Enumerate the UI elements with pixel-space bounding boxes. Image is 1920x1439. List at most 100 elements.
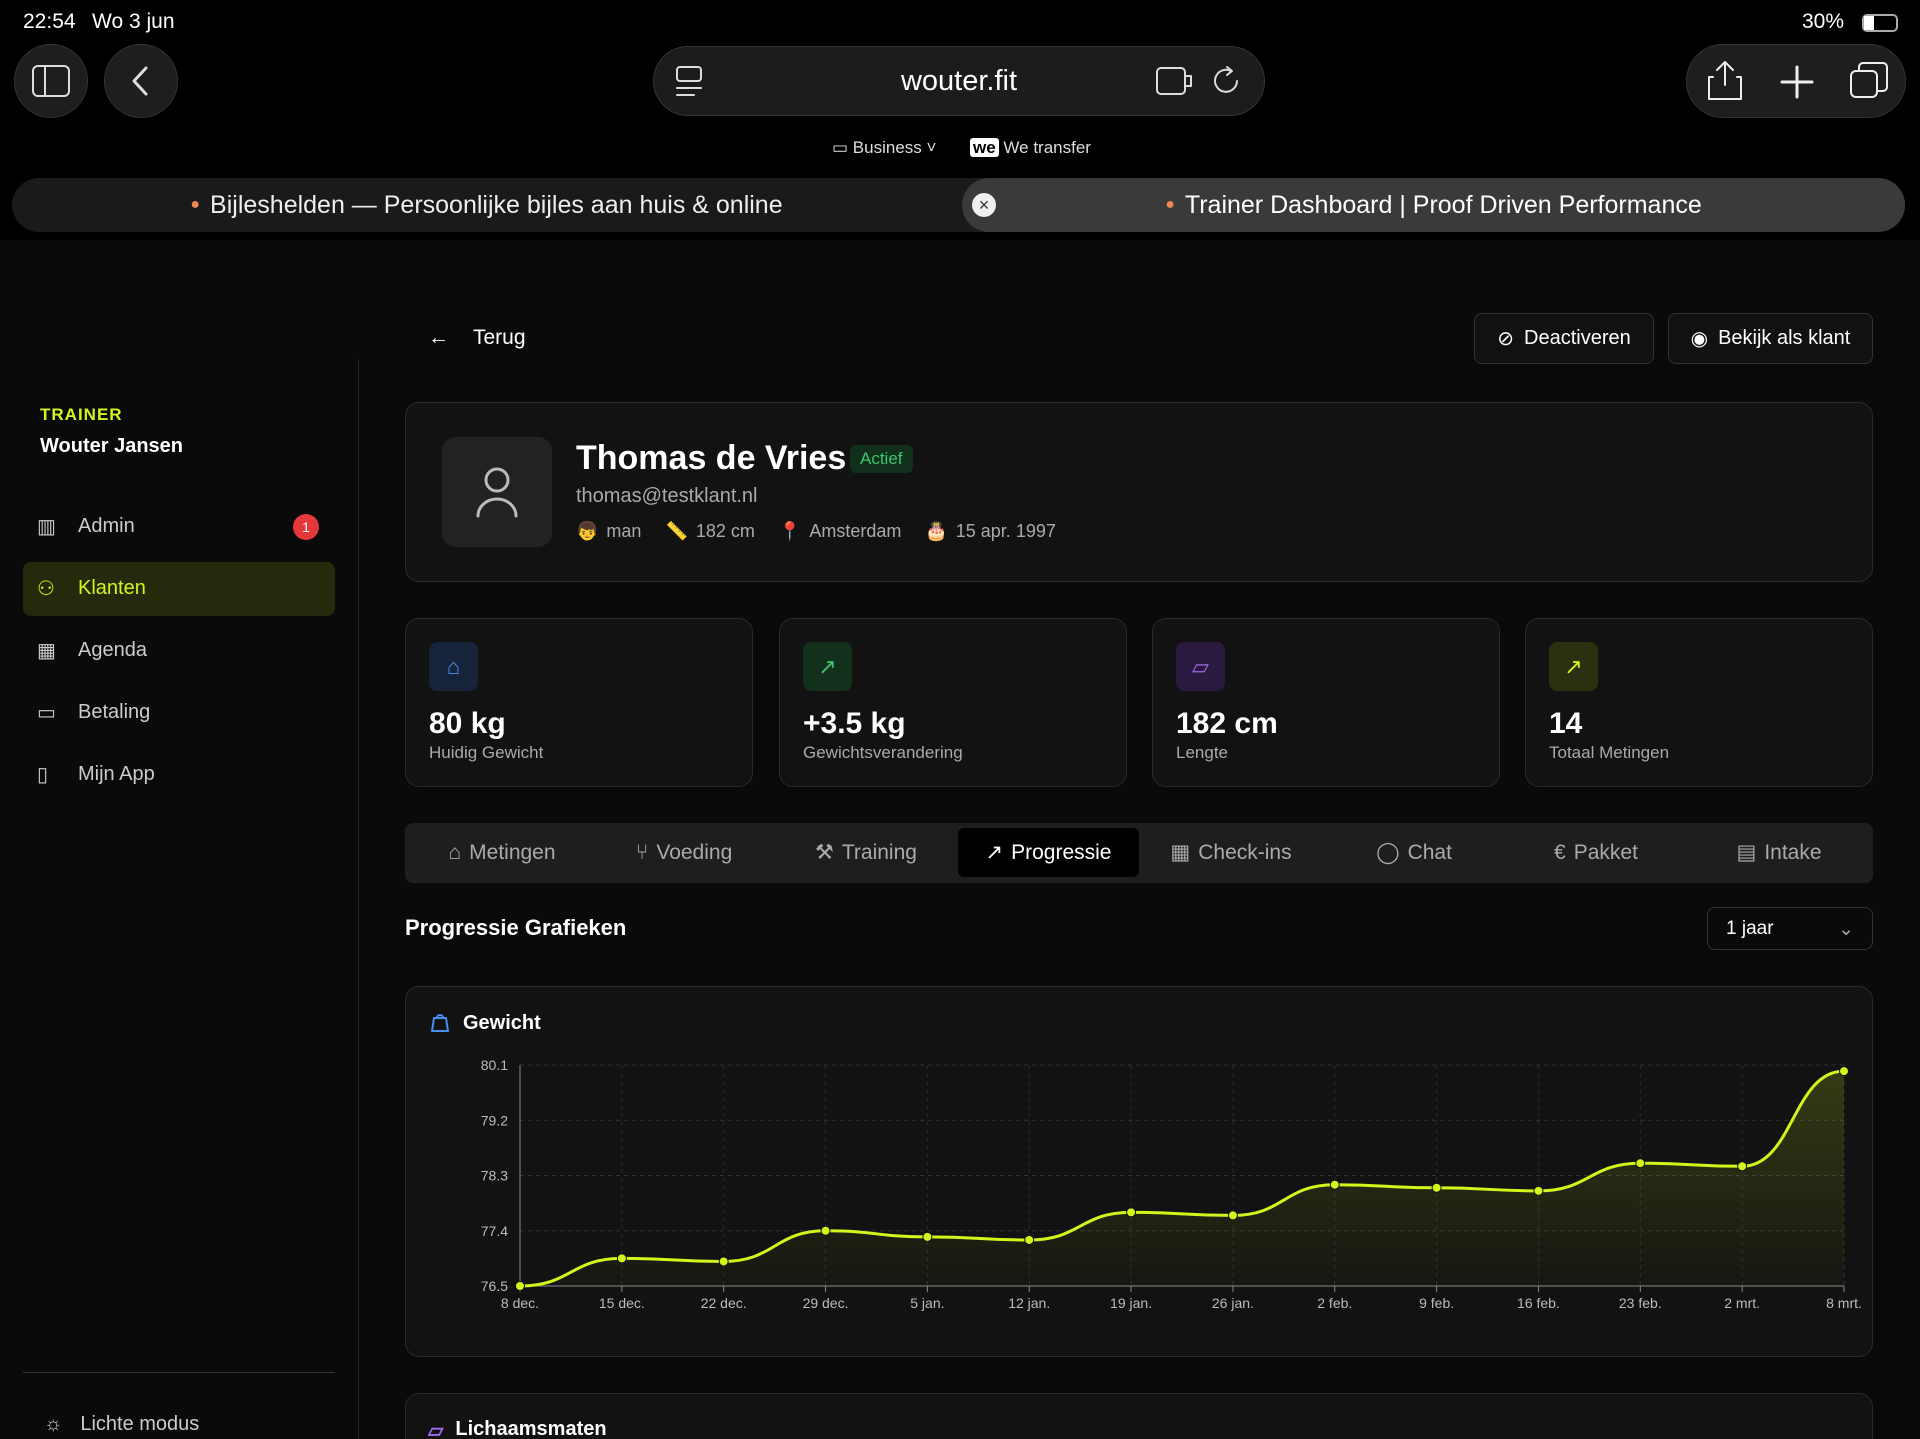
stat-label: Huidig Gewicht	[429, 743, 544, 762]
period-select[interactable]: 1 jaar ⌄	[1707, 907, 1873, 950]
deactivate-button[interactable]: ⊘ Deactiveren	[1474, 313, 1654, 364]
y-tick-label: 79.2	[481, 1112, 508, 1128]
point	[1329, 1179, 1340, 1190]
tab[interactable]: ⚒ Training	[771, 828, 961, 877]
x-tick-label: 8 dec.	[501, 1295, 539, 1311]
nav-icon: ▥	[37, 516, 56, 538]
client-email: thomas@testklant.nl	[576, 485, 758, 507]
stat-icon: ⌂	[429, 642, 478, 691]
point	[1737, 1161, 1748, 1172]
tab[interactable]: ⌂ Metingen	[407, 828, 597, 877]
tab-label: Chat	[1407, 840, 1452, 864]
nav-item[interactable]: ⚇ Klanten	[23, 562, 335, 616]
nav-item[interactable]: ▯ Mijn App	[23, 748, 335, 802]
stat-icon: ▱	[1176, 642, 1225, 691]
stat-value: 14	[1549, 707, 1583, 740]
tab-icon: ⌂	[448, 840, 462, 864]
stat-label: Totaal Metingen	[1549, 743, 1670, 762]
tab[interactable]: € Pakket	[1501, 828, 1691, 877]
battery-level: 30%	[1802, 10, 1845, 33]
browser-tab[interactable]: ● Bijleshelden — Persoonlijke bijles aan …	[190, 190, 783, 219]
detail-text: 182 cm	[695, 521, 755, 541]
point	[515, 1281, 525, 1291]
tab[interactable]: ↗ Progressie	[958, 828, 1139, 877]
x-tick-label: 2 feb.	[1317, 1295, 1352, 1311]
sidebar-toggle[interactable]	[14, 44, 88, 118]
stat-label: Gewichtsverandering	[803, 743, 963, 762]
detail-text: 15 apr. 1997	[955, 521, 1056, 541]
detail: 📍 Amsterdam	[779, 521, 901, 542]
client-details: 👦 man 📏 182 cm 📍 Amsterdam 🎂 15 apr. 1997	[576, 521, 1056, 542]
x-tick-label: 23 feb.	[1619, 1295, 1662, 1311]
tab-label: Metingen	[469, 840, 556, 864]
theme-toggle[interactable]: ☼ Lichte modus	[44, 1413, 200, 1435]
nav-item[interactable]: ▥ Admin 1	[23, 500, 335, 554]
status-time: 22:54	[23, 10, 76, 33]
x-tick-label: 9 feb.	[1419, 1295, 1454, 1311]
chart-title: Gewicht	[463, 1012, 541, 1034]
nav-icon: ▯	[37, 764, 49, 786]
stat-value: 182 cm	[1176, 707, 1278, 740]
back-button[interactable]	[104, 44, 178, 118]
nav-icon: ▦	[37, 640, 56, 662]
section-label: Lichaamsmaten	[455, 1418, 607, 1439]
y-tick-label: 80.1	[481, 1057, 508, 1073]
x-tick-label: 16 feb.	[1517, 1295, 1560, 1311]
tab[interactable]: ▤ Intake	[1684, 828, 1874, 877]
nav-item[interactable]: ▦ Agenda	[23, 624, 335, 678]
chart-icon	[431, 1014, 449, 1032]
view-as-client-button[interactable]: ◉ Bekijk als klant	[1668, 313, 1873, 364]
stat-icon: ↗	[1549, 642, 1598, 691]
stat-card: ▱ 182 cm Lengte	[1152, 618, 1500, 787]
y-tick-label: 76.5	[481, 1278, 508, 1294]
detail-icon: 📍	[778, 521, 802, 541]
nav-item[interactable]: ▭ Betaling	[23, 686, 335, 740]
sidebar-role: TRAINER	[40, 405, 123, 424]
sidebar: TRAINER Wouter Jansen ☼ Lichte modus ▥ Adm…	[0, 359, 359, 1439]
detail-icon: 👦	[576, 521, 599, 541]
nav-label: Klanten	[78, 577, 146, 599]
detail: 🎂 15 apr. 1997	[925, 521, 1056, 542]
url-bar[interactable]: wouter.fit	[653, 46, 1265, 116]
nav-label: Mijn App	[78, 763, 155, 785]
tab[interactable]: ⑂ Voeding	[589, 828, 779, 877]
back-label: Terug	[473, 326, 526, 349]
bookmark-label: We transfer	[1003, 138, 1091, 157]
x-tick-label: 15 dec.	[599, 1295, 645, 1311]
area	[520, 1071, 1844, 1286]
detail-text: man	[606, 521, 642, 541]
nav-label: Admin	[78, 515, 135, 537]
battery-icon	[1862, 14, 1898, 32]
section-title: Progressie Grafieken	[405, 915, 627, 940]
stat-card: ↗ +3.5 kg Gewichtsverandering	[779, 618, 1127, 787]
tab-label: Progressie	[1011, 840, 1112, 864]
x-tick-label: 29 dec.	[803, 1295, 849, 1311]
measurements-title: ▱ Lichaamsmaten	[428, 1418, 607, 1439]
bookmark[interactable]: we We transfer	[970, 138, 1091, 158]
tab-icon: ◯	[1376, 841, 1400, 864]
detail: 📏 182 cm	[665, 521, 754, 542]
point	[1024, 1234, 1035, 1245]
detail-icon: 📏	[665, 521, 688, 541]
tab-icon: €	[1554, 840, 1566, 864]
detail-text: Amsterdam	[809, 521, 902, 541]
stat-card: ⌂ 80 kg Huidig Gewicht	[405, 618, 753, 787]
x-tick-label: 26 jan.	[1212, 1295, 1254, 1311]
tab-label: Intake	[1764, 840, 1822, 864]
divider	[23, 1372, 335, 1373]
browser-tab[interactable]: × ● Trainer Dashboard | Proof Driven Perf…	[962, 178, 1905, 232]
bookmark[interactable]: ▭ Business ˅	[832, 138, 937, 157]
tab[interactable]: ◯ Chat	[1319, 828, 1509, 877]
tab-label: Voeding	[656, 840, 733, 864]
x-tick-label: 22 dec.	[701, 1295, 747, 1311]
tab-label: Pakket	[1573, 840, 1638, 864]
tab-close[interactable]: ×	[972, 193, 996, 217]
tab[interactable]: ▦ Check-ins	[1136, 828, 1326, 877]
point	[922, 1231, 933, 1242]
avatar	[442, 437, 552, 547]
back-link[interactable]: ← Terug	[428, 326, 526, 349]
nav-badge: 1	[293, 514, 319, 540]
nav-icon: ▭	[37, 702, 56, 724]
button-label: Bekijk als klant	[1718, 327, 1851, 349]
